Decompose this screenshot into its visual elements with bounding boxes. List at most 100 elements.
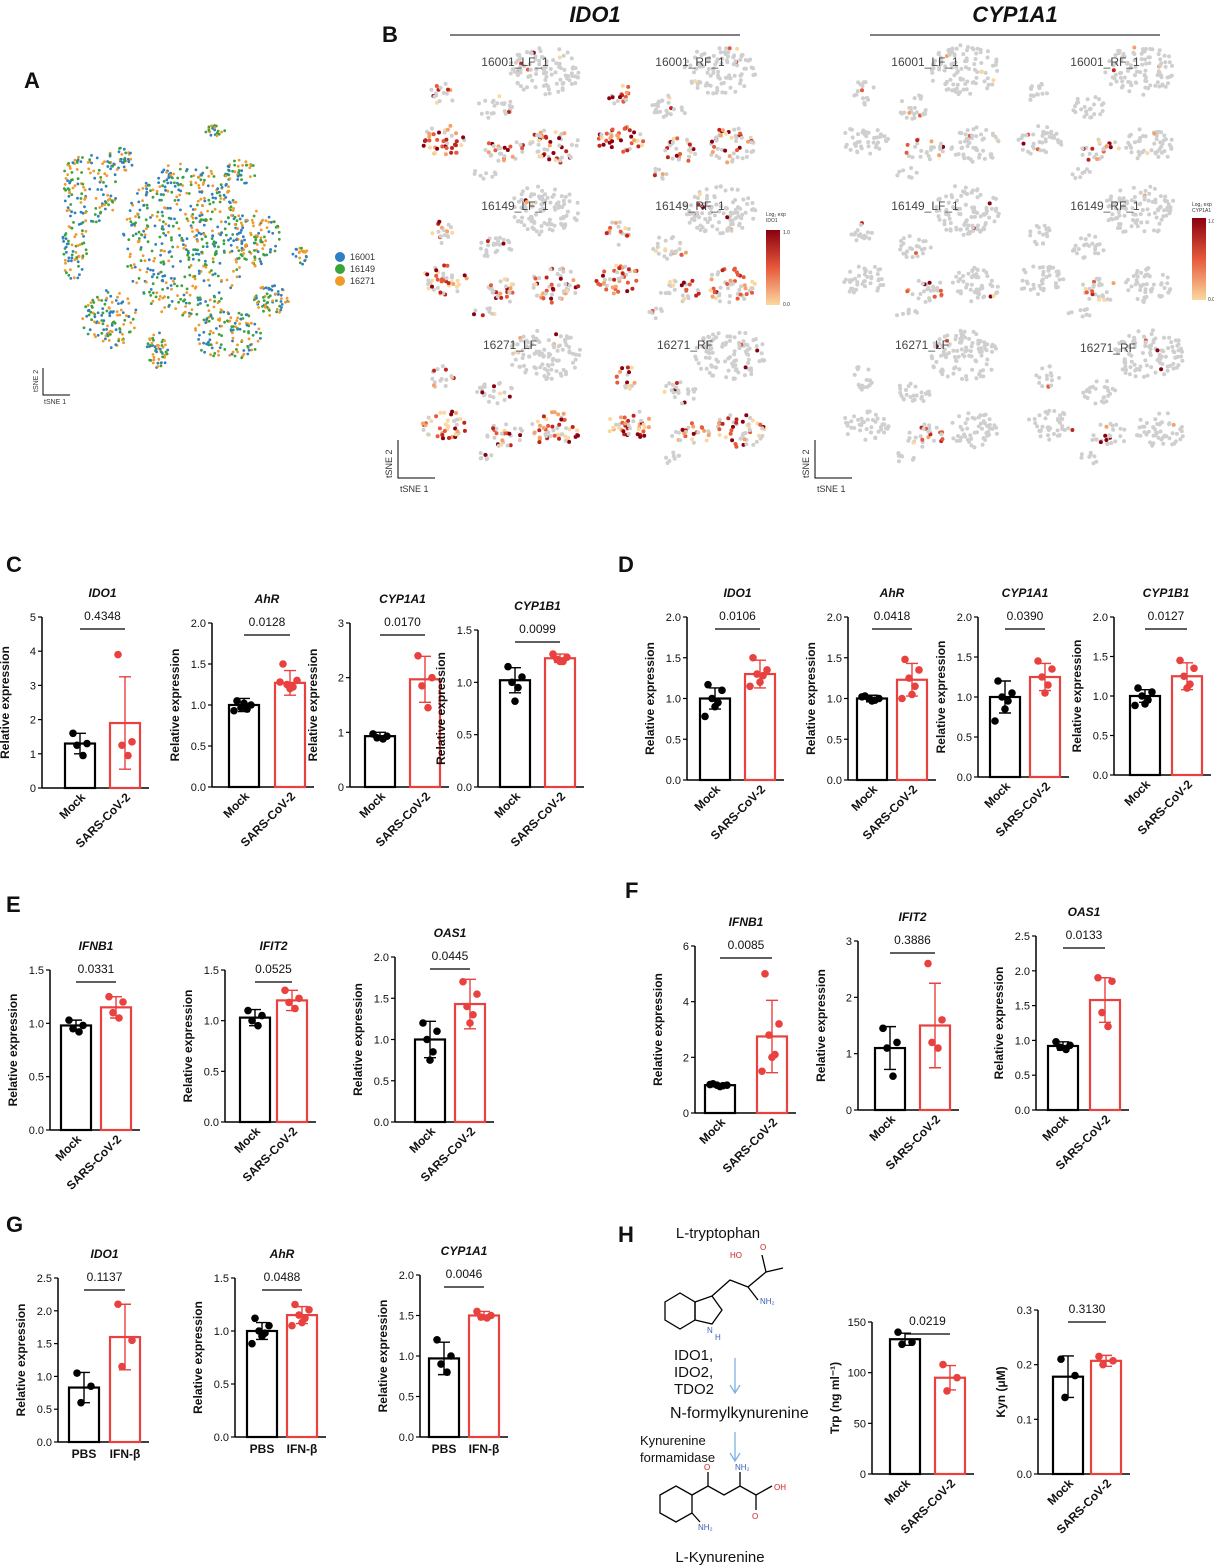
cell: [1083, 237, 1088, 242]
cell: [1115, 226, 1120, 230]
atom: H: [715, 1333, 721, 1342]
cell: [79, 197, 83, 200]
data-point: [1038, 673, 1046, 681]
cell: [1148, 83, 1153, 88]
cell: [1167, 60, 1172, 65]
cell: [67, 225, 71, 228]
cell: [1081, 390, 1086, 395]
cell: [534, 350, 539, 355]
cell: [160, 350, 163, 354]
cell: [754, 439, 759, 444]
cell: [1159, 130, 1164, 135]
cell: [549, 376, 554, 381]
cell: [499, 431, 504, 436]
cell: [875, 272, 880, 277]
cell: [727, 338, 732, 343]
cell: [1039, 286, 1043, 291]
cell: [738, 81, 743, 86]
cell: [962, 223, 967, 227]
cell: [145, 227, 148, 231]
cell: [707, 55, 712, 60]
cell: [429, 419, 434, 424]
cell: [1040, 91, 1045, 96]
cell: [1089, 115, 1094, 120]
cell: [738, 73, 743, 78]
cell: [1162, 286, 1167, 290]
cell: [1128, 365, 1133, 370]
cell: [934, 209, 939, 213]
cell: [704, 366, 709, 371]
cell: [737, 330, 742, 335]
cell: [667, 283, 672, 288]
cell: [1049, 383, 1054, 388]
cell: [696, 291, 701, 296]
data-point: [87, 1382, 95, 1391]
cell: [206, 184, 210, 188]
cell: [240, 356, 244, 360]
y-tick-label: 2: [30, 715, 36, 727]
cell: [1097, 97, 1101, 102]
p-value: 0.0445: [432, 949, 469, 963]
cell: [241, 235, 245, 239]
cell: [86, 332, 90, 336]
cell: [1138, 364, 1143, 369]
cell: [76, 182, 80, 186]
cell: [96, 311, 100, 315]
cell: [968, 349, 973, 354]
cell: [547, 157, 552, 162]
cell: [231, 209, 235, 212]
cell: [520, 215, 525, 220]
cell: [145, 224, 149, 228]
y-tick-label: 2: [846, 992, 852, 1004]
cell: [1084, 312, 1089, 317]
cell: [625, 233, 630, 238]
cell: [1159, 61, 1164, 66]
cell: [258, 257, 262, 261]
cell: [915, 138, 920, 143]
cell: [974, 376, 979, 381]
cell: [182, 293, 186, 297]
cell: [528, 73, 533, 78]
cell: [130, 266, 134, 270]
cell: [1113, 140, 1118, 145]
cell: [170, 255, 174, 258]
cell: [512, 196, 517, 201]
cell: [120, 161, 124, 164]
cell: [69, 167, 72, 170]
cell: [974, 51, 979, 56]
cell: [291, 252, 295, 256]
cell: [1082, 255, 1087, 260]
cell: [735, 63, 740, 68]
cell: [610, 95, 615, 100]
cell: [264, 239, 268, 243]
cell: [491, 389, 496, 393]
cell: [170, 287, 173, 291]
p-value: 0.1137: [87, 1270, 123, 1284]
cell: [913, 435, 918, 440]
cell: [430, 284, 434, 289]
data-point: [114, 1300, 122, 1309]
cell: [1146, 198, 1151, 203]
cell: [472, 312, 476, 317]
cell: [729, 135, 734, 140]
sample-label: 16271_LF: [483, 338, 537, 352]
cell: [510, 290, 515, 295]
data-point: [258, 1332, 266, 1341]
cell: [169, 284, 173, 287]
cell: [1144, 61, 1149, 66]
cell: [179, 162, 182, 166]
cell: [736, 126, 741, 131]
cell: [1056, 140, 1061, 145]
cell: [533, 200, 538, 205]
cell: [90, 318, 93, 322]
cell: [617, 422, 622, 427]
cell: [1103, 70, 1108, 75]
cell: [740, 212, 745, 217]
cell: [611, 291, 616, 296]
cell: [61, 236, 65, 240]
cell: [855, 228, 860, 233]
cell: [491, 395, 496, 400]
cell: [84, 219, 88, 223]
cell: [122, 147, 126, 151]
cell: [553, 158, 558, 163]
